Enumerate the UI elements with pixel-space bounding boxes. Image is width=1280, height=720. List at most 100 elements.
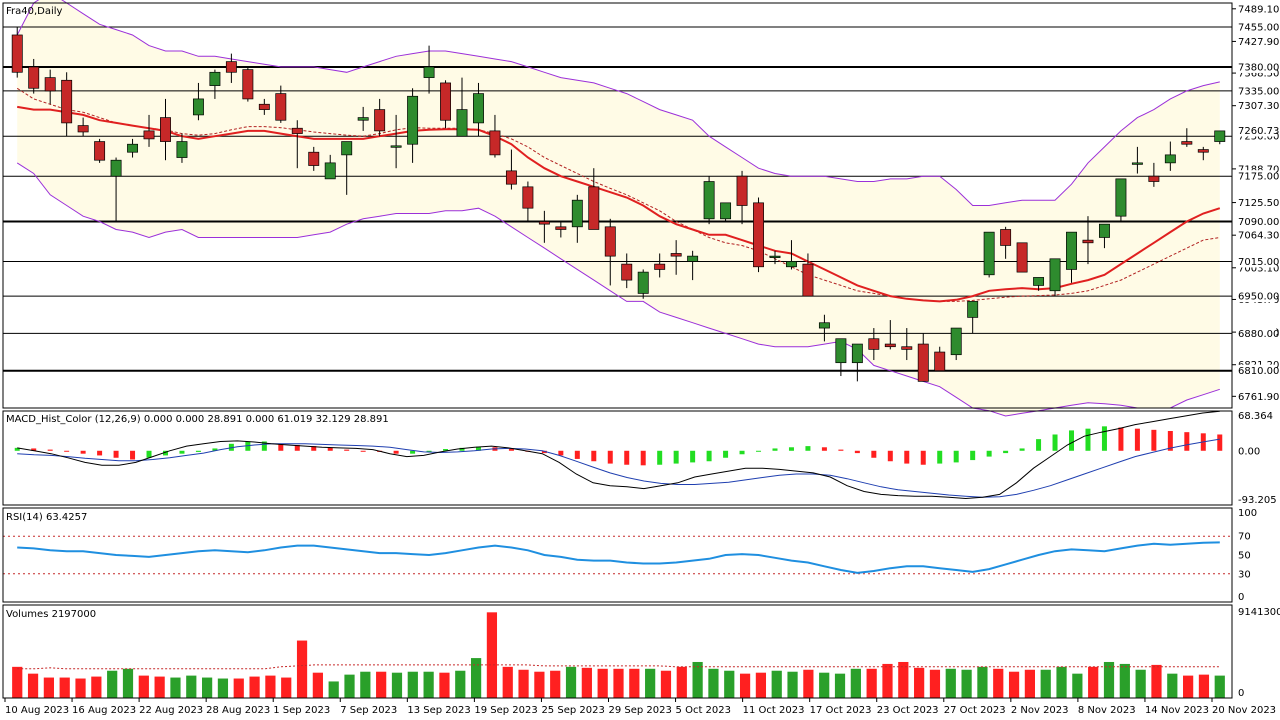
candle[interactable] <box>11 34 23 73</box>
macd-hist-bar <box>953 450 959 463</box>
volume-bar <box>344 674 355 698</box>
macd-hist-bar <box>706 450 712 462</box>
candle[interactable] <box>192 98 204 116</box>
candle[interactable] <box>308 151 320 166</box>
candle[interactable] <box>291 127 303 134</box>
rsi-tick-label: 30 <box>1238 569 1251 580</box>
candle[interactable] <box>1016 242 1028 273</box>
candle[interactable] <box>703 181 715 220</box>
level-label: 7250.00 <box>1238 132 1279 143</box>
candle[interactable] <box>77 125 89 133</box>
candle[interactable] <box>275 93 287 121</box>
candle[interactable] <box>374 109 386 132</box>
time-tick-label: 28 Aug 2023 <box>206 705 270 716</box>
candle[interactable] <box>1164 154 1176 164</box>
candle[interactable] <box>28 66 40 89</box>
candle[interactable] <box>621 263 633 281</box>
candle[interactable] <box>242 69 254 100</box>
volume-average-line <box>17 664 1220 670</box>
candle[interactable] <box>654 263 666 270</box>
volume-bar <box>914 667 925 698</box>
candle[interactable] <box>505 170 517 185</box>
candle[interactable] <box>522 186 534 209</box>
time-tick-label: 14 Nov 2023 <box>1145 705 1209 716</box>
candle[interactable] <box>571 199 583 228</box>
candle[interactable] <box>1131 162 1143 165</box>
candle[interactable] <box>44 77 56 92</box>
candle[interactable] <box>555 226 567 230</box>
candle[interactable] <box>753 202 764 268</box>
candle[interactable] <box>489 130 501 156</box>
price-panel[interactable]: 7489.10 7427.90 7368.50 7307.30 7188.70 7125.… <box>2 0 1279 417</box>
candle[interactable] <box>61 79 73 124</box>
candle[interactable] <box>127 143 139 153</box>
candle[interactable] <box>1115 178 1127 217</box>
volume-bar <box>312 672 323 698</box>
level-label: 6880.00 <box>1238 329 1279 340</box>
candle[interactable] <box>983 231 995 276</box>
candle[interactable] <box>687 255 699 262</box>
candle[interactable] <box>786 261 797 268</box>
level-label-bg <box>1236 170 1276 183</box>
candle[interactable] <box>950 327 962 356</box>
candle[interactable] <box>258 103 270 110</box>
macd-hist-bar <box>920 450 926 465</box>
macd-hist-bar <box>723 450 729 458</box>
candle[interactable] <box>1148 175 1160 182</box>
level-label-bg <box>1236 60 1276 73</box>
candle[interactable] <box>917 343 929 382</box>
candle[interactable] <box>176 141 188 158</box>
candle[interactable] <box>588 186 600 230</box>
candle[interactable] <box>143 130 155 140</box>
candle[interactable] <box>835 338 847 364</box>
candle[interactable] <box>1066 231 1077 270</box>
candle[interactable] <box>341 141 353 156</box>
candle[interactable] <box>802 263 814 297</box>
candle[interactable] <box>357 117 369 121</box>
candle[interactable] <box>456 109 468 137</box>
candle[interactable] <box>901 346 913 350</box>
candle[interactable] <box>1098 223 1110 238</box>
volume-panel[interactable]: 9141300 0 <box>2 604 1280 699</box>
candle[interactable] <box>769 255 781 258</box>
candle[interactable] <box>1197 149 1209 153</box>
candle[interactable] <box>1000 229 1012 246</box>
candle[interactable] <box>1214 130 1226 142</box>
macd-hist-bar <box>838 449 844 451</box>
time-tick-label: 16 Aug 2023 <box>72 705 136 716</box>
candle[interactable] <box>423 66 435 78</box>
candle[interactable] <box>110 159 122 177</box>
candle[interactable] <box>720 202 732 220</box>
candle[interactable] <box>324 162 336 180</box>
candle[interactable] <box>538 221 550 225</box>
macd-hist-bar <box>47 449 53 451</box>
candle[interactable] <box>884 343 896 348</box>
candle[interactable] <box>209 71 221 86</box>
volume-bar <box>834 673 846 698</box>
candle[interactable] <box>967 301 979 318</box>
candle[interactable] <box>604 226 616 257</box>
candle[interactable] <box>851 343 863 364</box>
candle[interactable] <box>1082 239 1094 244</box>
candle[interactable] <box>818 322 830 329</box>
candle[interactable] <box>934 351 946 372</box>
candle[interactable] <box>637 271 649 294</box>
candle[interactable] <box>407 95 419 145</box>
rsi-line <box>17 541 1220 574</box>
candle[interactable] <box>473 93 484 124</box>
candle[interactable] <box>1033 277 1045 286</box>
candle[interactable] <box>390 145 402 148</box>
candle[interactable] <box>160 117 171 142</box>
candle[interactable] <box>1181 141 1193 145</box>
candle[interactable] <box>440 82 451 121</box>
candle[interactable] <box>736 175 748 206</box>
candle[interactable] <box>868 338 880 350</box>
candle[interactable] <box>94 141 106 161</box>
candle[interactable] <box>670 253 682 257</box>
candle[interactable] <box>225 61 237 73</box>
macd-hist-bar <box>887 450 893 462</box>
macd-panel[interactable]: 68.364 0.00 -93.205 <box>2 410 1277 506</box>
candle[interactable] <box>1049 258 1061 292</box>
rsi-panel[interactable]: 100 70 50 30 0 <box>2 507 1257 603</box>
